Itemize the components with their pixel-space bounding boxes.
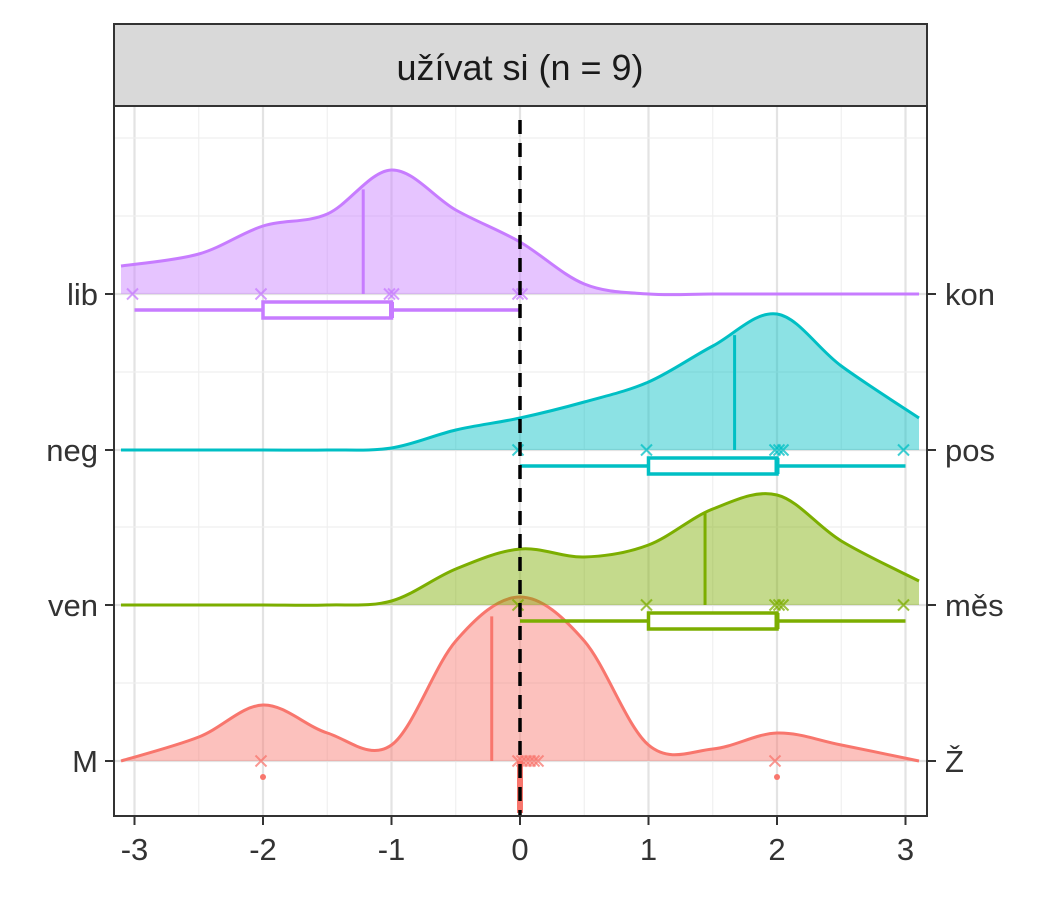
boxplot-box	[646, 456, 779, 476]
data-point	[897, 443, 910, 457]
density-curve	[120, 312, 920, 452]
outlier-point	[774, 774, 780, 780]
data-point	[776, 443, 790, 457]
data-point	[383, 287, 396, 301]
boxplot-box	[261, 300, 394, 320]
data-point	[126, 287, 139, 301]
x-tick-label: -1	[378, 832, 406, 867]
data-point	[768, 754, 782, 768]
data-point	[776, 598, 790, 612]
y-label-right: kon	[945, 277, 995, 312]
y-label-right: měs	[945, 588, 1004, 623]
boxplot-box	[646, 611, 779, 631]
x-tick-label: 2	[768, 832, 785, 867]
density-area	[121, 313, 919, 451]
data-point	[254, 754, 268, 768]
data-point	[254, 287, 268, 301]
x-tick-label: -3	[121, 832, 149, 867]
density-row-neg	[120, 312, 920, 476]
y-label-left: lib	[67, 277, 98, 312]
y-label-left: ven	[48, 588, 98, 623]
data-point	[772, 443, 786, 457]
density-curve	[120, 595, 920, 763]
data-point	[640, 598, 653, 612]
density-area	[121, 169, 919, 295]
data-point	[527, 754, 541, 768]
x-tick-label: 1	[640, 832, 657, 867]
y-label-right: Ž	[945, 744, 964, 779]
y-label-left: neg	[46, 433, 98, 468]
data-point	[387, 287, 400, 301]
data-point	[531, 754, 545, 768]
data-point	[772, 598, 786, 612]
outlier-point	[260, 774, 266, 780]
y-label-right: pos	[945, 433, 995, 468]
data-point	[640, 443, 653, 457]
facet-title: užívat si (n = 9)	[396, 47, 643, 88]
x-tick-label: -2	[249, 832, 277, 867]
density-curve	[121, 492, 920, 607]
density-row-ven	[121, 492, 920, 631]
x-tick-label: 3	[897, 832, 914, 867]
x-tick-label: 0	[511, 832, 528, 867]
y-label-left: M	[72, 744, 98, 779]
facet-strip	[113, 23, 928, 107]
data-point	[897, 598, 910, 612]
